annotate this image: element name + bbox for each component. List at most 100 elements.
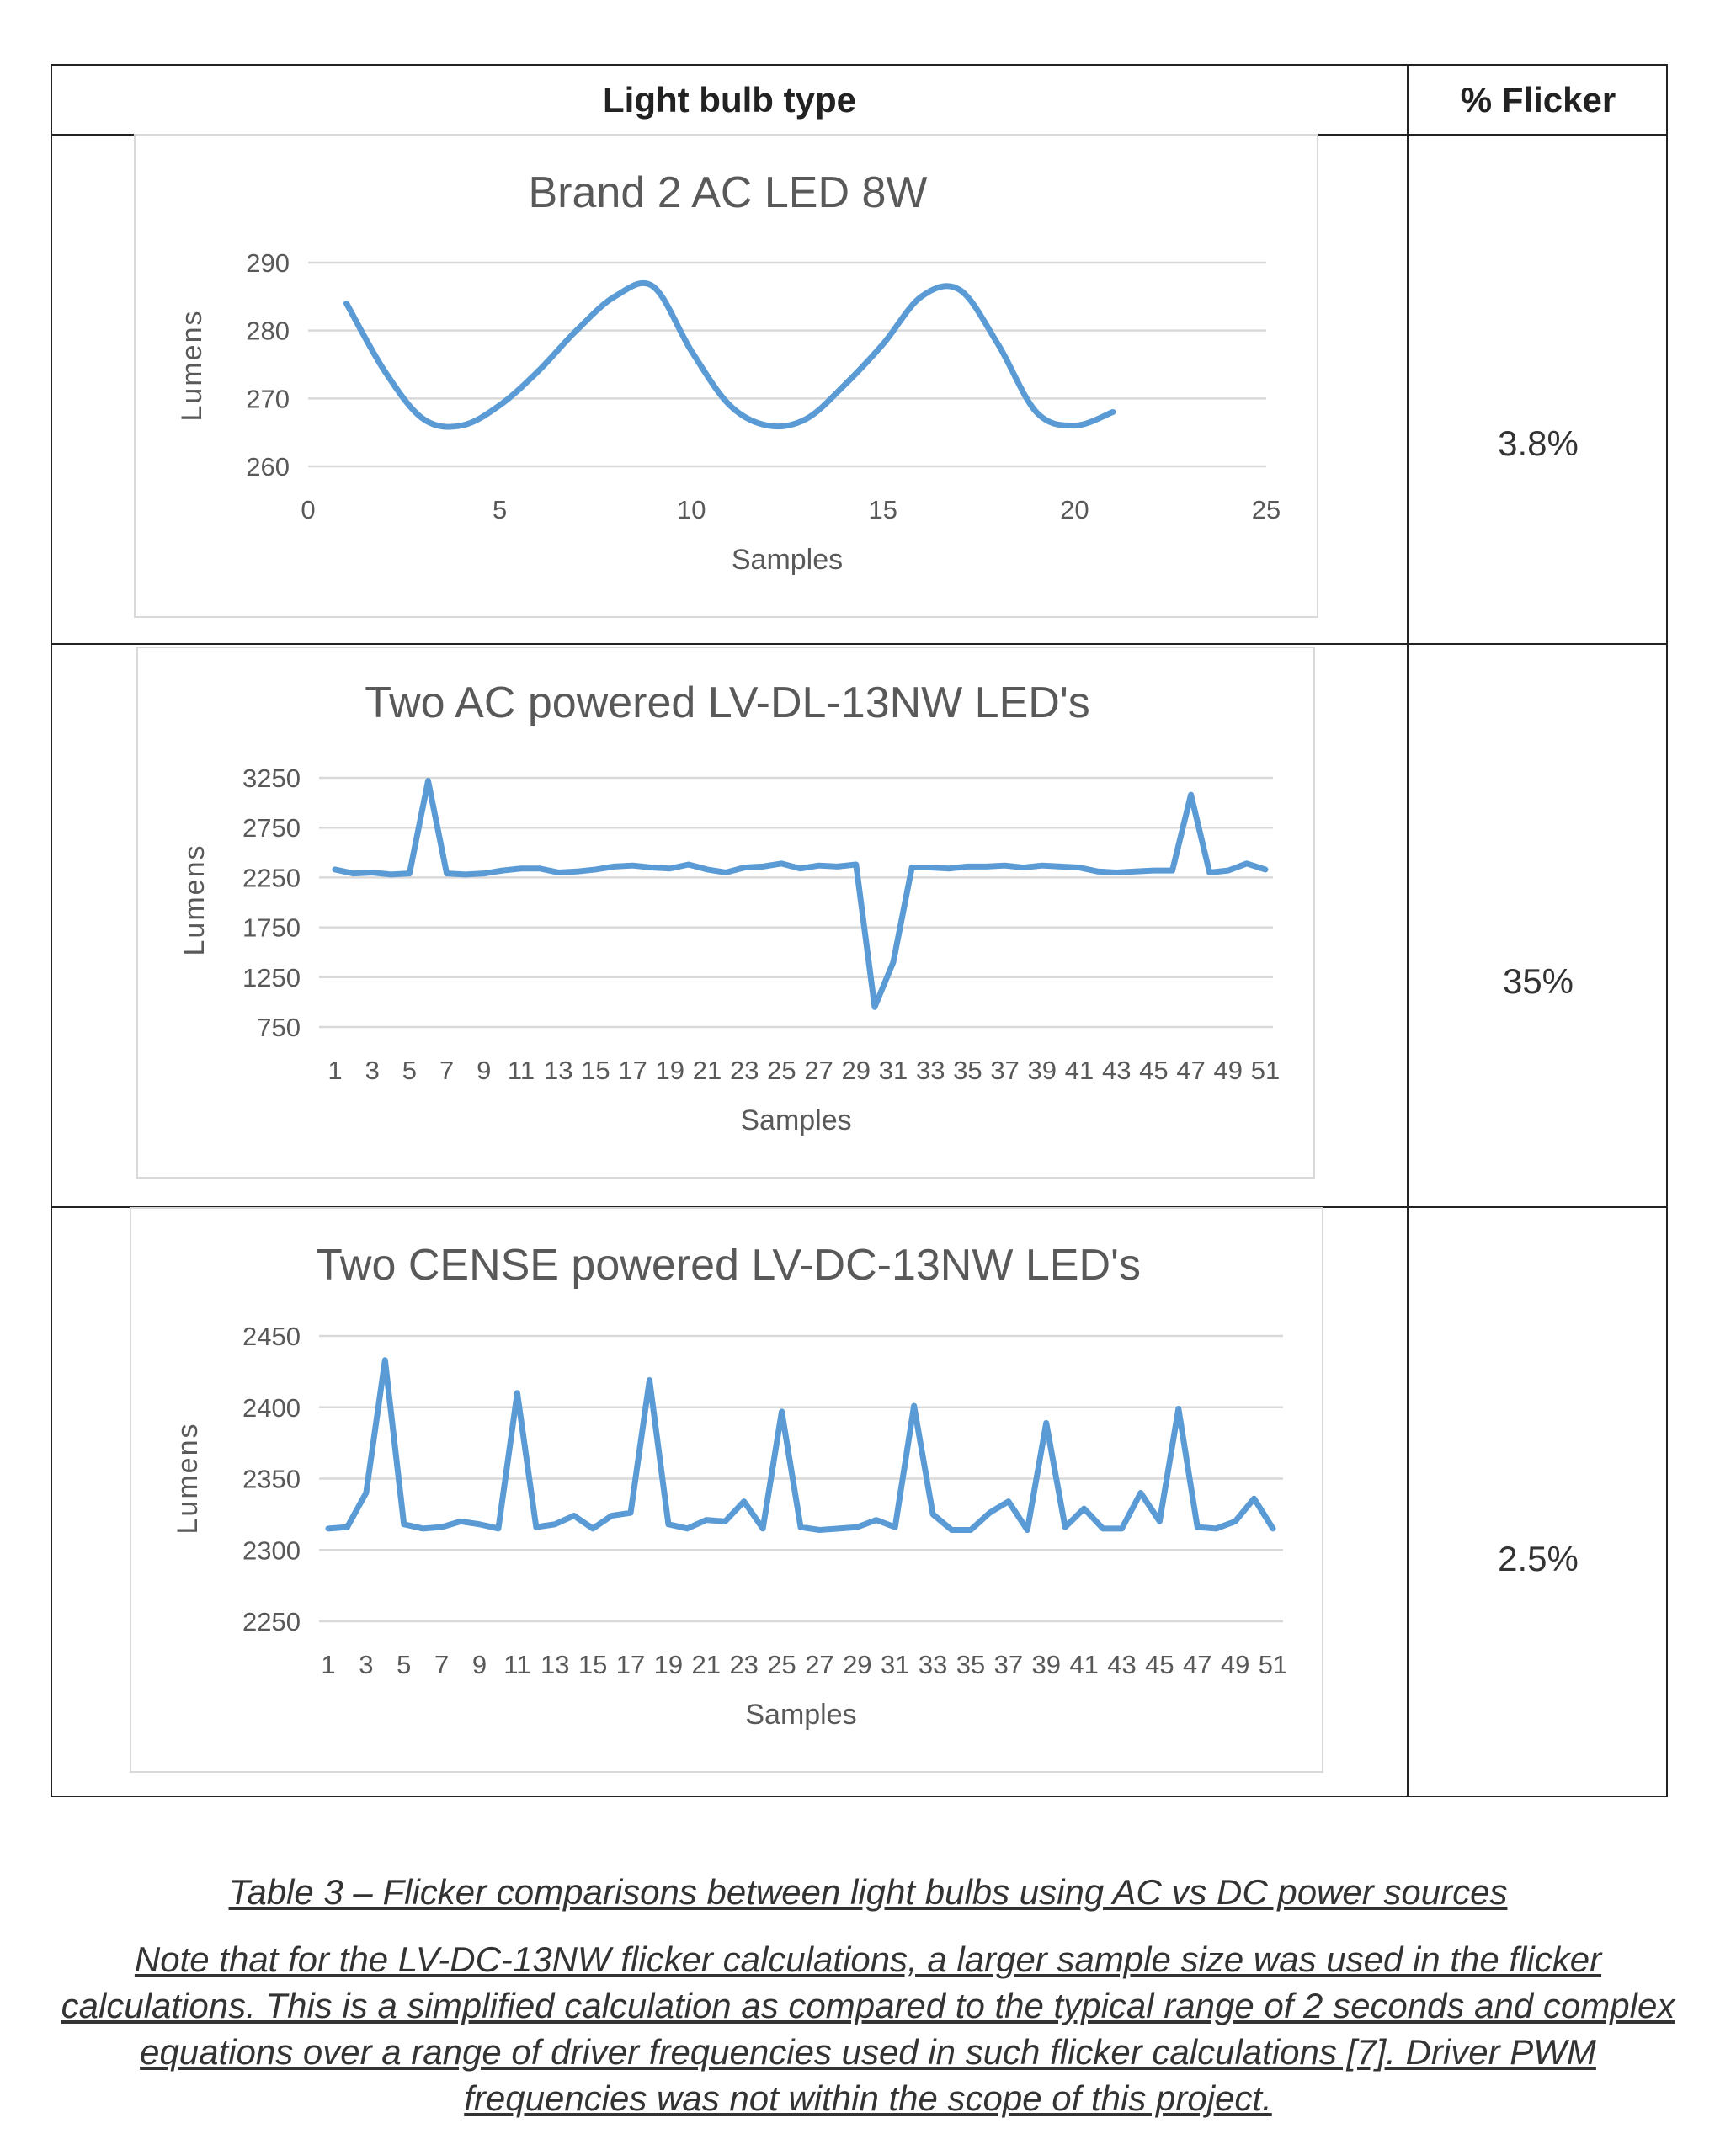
x-tick-label: 39 xyxy=(1031,1650,1060,1679)
x-tick-label: 15 xyxy=(578,1650,607,1679)
header-light-bulb-type: Light bulb type xyxy=(603,80,856,120)
y-axis-label: Lumens xyxy=(178,844,210,956)
x-tick-label: 21 xyxy=(692,1650,721,1679)
x-tick-label: 7 xyxy=(434,1650,449,1679)
x-tick-label: 15 xyxy=(869,495,897,524)
x-tick-label: 45 xyxy=(1145,1650,1174,1679)
y-tick-label: 750 xyxy=(257,1013,301,1042)
x-tick-label: 3 xyxy=(359,1650,373,1679)
x-tick-label: 51 xyxy=(1251,1056,1280,1085)
chart-title: Two CENSE powered LV-DC-13NW LED's xyxy=(316,1241,1141,1290)
chart-title: Brand 2 AC LED 8W xyxy=(529,168,928,217)
chart-svg: Two CENSE powered LV-DC-13NW LED's 2250 23… xyxy=(172,1241,1287,1731)
x-tick-label: 11 xyxy=(503,1650,530,1679)
x-tick-label: 39 xyxy=(1028,1056,1057,1085)
y-axis-label: Lumens xyxy=(172,1423,204,1535)
y-tick-label: 2250 xyxy=(242,863,301,892)
x-tick-label: 3 xyxy=(365,1056,380,1085)
x-tick-label: 13 xyxy=(541,1650,569,1679)
x-tick-label: 25 xyxy=(1252,495,1281,524)
x-tick-label: 19 xyxy=(656,1056,684,1085)
table-caption: Table 3 – Flicker comparisons between li… xyxy=(228,1872,1508,1912)
y-tick-label: 3250 xyxy=(242,764,301,793)
x-tick-label: 51 xyxy=(1259,1650,1287,1679)
x-tick-label: 37 xyxy=(990,1056,1019,1085)
x-tick-label: 43 xyxy=(1107,1650,1136,1679)
x-tick-label: 20 xyxy=(1060,495,1089,524)
x-tick-label: 49 xyxy=(1214,1056,1243,1085)
x-tick-label: 17 xyxy=(618,1056,647,1085)
x-tick-label: 11 xyxy=(508,1056,535,1085)
x-tick-label: 33 xyxy=(919,1650,947,1679)
x-tick-label: 27 xyxy=(805,1650,833,1679)
table-note: Note that for the LV-DC-13NW flicker cal… xyxy=(61,1940,1675,2118)
x-tick-label: 47 xyxy=(1176,1056,1205,1085)
chart-cense-lv-dc-13nw: Two CENSE powered LV-DC-13NW LED's 2250 23… xyxy=(130,1207,1323,1773)
y-axis-label: Lumens xyxy=(176,310,208,422)
data-series-line xyxy=(332,778,1269,1010)
x-tick-label: 1 xyxy=(327,1056,342,1085)
y-tick-label: 270 xyxy=(246,384,290,413)
x-tick-label: 7 xyxy=(439,1056,454,1085)
x-tick-label: 35 xyxy=(956,1650,985,1679)
y-tick-label: 260 xyxy=(246,452,290,482)
y-tick-label: 2750 xyxy=(242,813,301,843)
x-tick-label: 41 xyxy=(1069,1650,1098,1679)
chart-svg: Brand 2 AC LED 8W 260 270 280 290 0 5 10 15 20 25 S… xyxy=(176,168,1281,576)
x-tick-label: 23 xyxy=(730,1056,759,1085)
x-tick-label: 5 xyxy=(493,495,507,524)
x-tick-label: 45 xyxy=(1139,1056,1168,1085)
x-axis-label: Samples xyxy=(740,1104,851,1136)
x-tick-label: 23 xyxy=(729,1650,758,1679)
divider xyxy=(1407,66,1409,1796)
chart-title: Two AC powered LV-DL-13NW LED's xyxy=(365,678,1090,727)
divider xyxy=(52,643,1666,645)
chart-svg: Two AC powered LV-DL-13NW LED's750125017… xyxy=(178,678,1280,1136)
x-tick-label: 9 xyxy=(472,1650,487,1679)
y-tick-label: 2450 xyxy=(242,1322,301,1351)
chart-brand2-ac-led: Brand 2 AC LED 8W 260 270 280 290 0 5 10 15 20 25 S… xyxy=(134,134,1318,618)
flicker-table: Light bulb type % Flicker 3.8% 35% 2.5% xyxy=(51,64,1668,1797)
data-series-line xyxy=(343,279,1116,430)
x-tick-label: 43 xyxy=(1102,1056,1131,1085)
x-tick-label: 25 xyxy=(767,1056,796,1085)
y-tick-label: 1250 xyxy=(242,963,301,992)
x-axis-label: Samples xyxy=(745,1699,856,1731)
x-tick-label: 35 xyxy=(953,1056,982,1085)
y-tick-label: 2250 xyxy=(242,1607,301,1636)
x-tick-label: 47 xyxy=(1183,1650,1211,1679)
x-tick-label: 21 xyxy=(693,1056,722,1085)
x-tick-label: 29 xyxy=(842,1056,871,1085)
x-tick-label: 5 xyxy=(402,1056,417,1085)
x-tick-label: 15 xyxy=(581,1056,610,1085)
x-tick-label: 37 xyxy=(994,1650,1023,1679)
flicker-value: 3.8% xyxy=(1498,423,1579,463)
x-tick-label: 13 xyxy=(544,1056,572,1085)
x-tick-label: 17 xyxy=(616,1650,645,1679)
x-tick-label: 31 xyxy=(879,1056,908,1085)
y-tick-label: 2300 xyxy=(242,1535,301,1565)
x-tick-label: 29 xyxy=(843,1650,871,1679)
x-tick-label: 9 xyxy=(477,1056,491,1085)
data-series-line xyxy=(325,1357,1276,1534)
x-tick-label: 49 xyxy=(1221,1650,1249,1679)
x-tick-label: 33 xyxy=(916,1056,945,1085)
flicker-value: 2.5% xyxy=(1498,1539,1579,1578)
y-tick-label: 280 xyxy=(246,317,290,346)
y-tick-label: 2350 xyxy=(242,1465,301,1494)
x-tick-label: 0 xyxy=(301,495,315,524)
flicker-value: 35% xyxy=(1502,961,1574,1001)
chart-ac-lv-dl-13nw: Two AC powered LV-DL-13NW LED's 750 1250 17… xyxy=(136,646,1315,1179)
x-tick-label: 31 xyxy=(881,1650,909,1679)
header-flicker: % Flicker xyxy=(1460,80,1616,120)
x-tick-label: 27 xyxy=(804,1056,833,1085)
y-tick-label: 2400 xyxy=(242,1393,301,1423)
x-tick-label: 1 xyxy=(321,1650,335,1679)
x-tick-label: 41 xyxy=(1065,1056,1094,1085)
x-axis-label: Samples xyxy=(732,544,843,576)
x-tick-label: 19 xyxy=(654,1650,683,1679)
y-tick-label: 1750 xyxy=(242,913,301,943)
x-tick-label: 5 xyxy=(397,1650,411,1679)
x-tick-label: 25 xyxy=(767,1650,796,1679)
x-tick-label: 10 xyxy=(677,495,706,524)
